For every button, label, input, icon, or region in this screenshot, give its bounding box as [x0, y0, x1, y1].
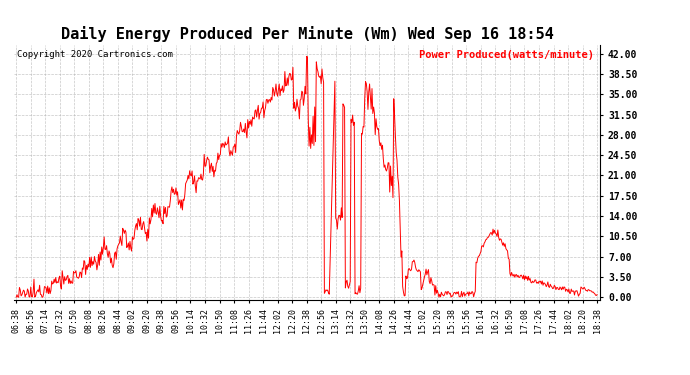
Text: Copyright 2020 Cartronics.com: Copyright 2020 Cartronics.com — [17, 50, 172, 59]
Text: Power Produced(watts/minute): Power Produced(watts/minute) — [420, 50, 594, 60]
Title: Daily Energy Produced Per Minute (Wm) Wed Sep 16 18:54: Daily Energy Produced Per Minute (Wm) We… — [61, 27, 553, 42]
